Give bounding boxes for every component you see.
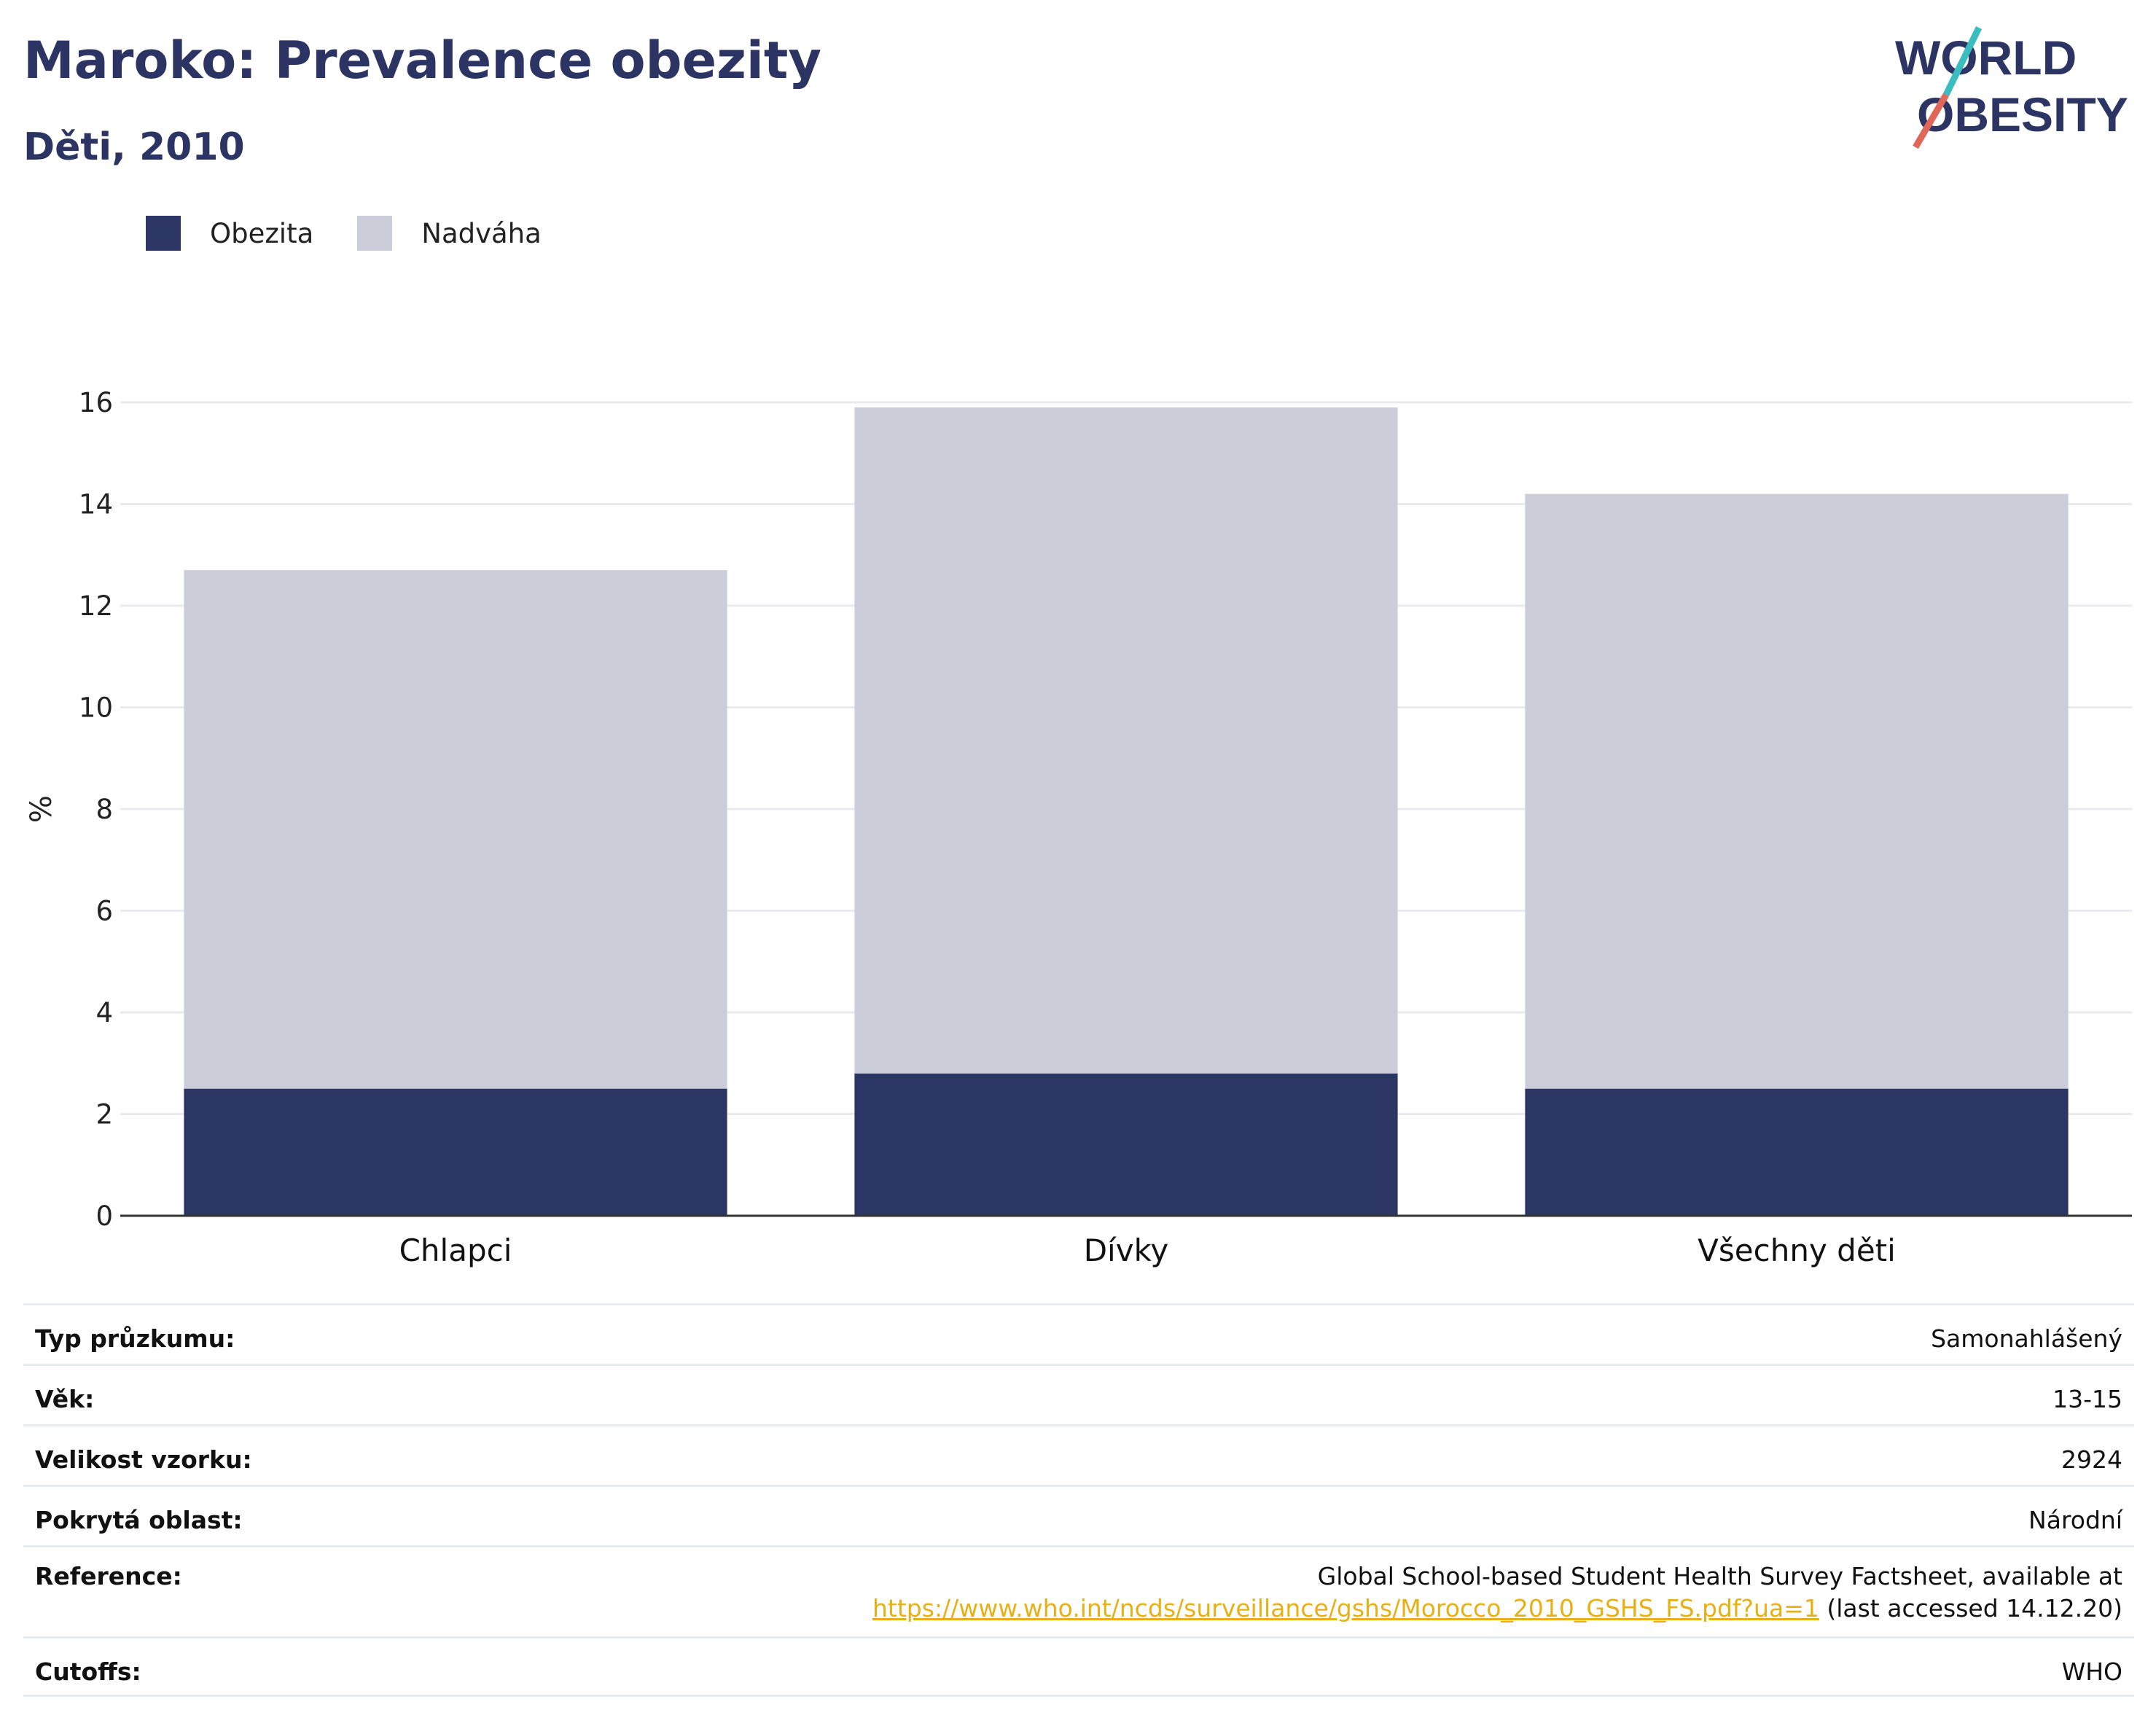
y-tick-label: 6: [95, 896, 113, 927]
bar-overweight-2: [854, 407, 1398, 1074]
legend-item-overweight[interactable]: Nadváha: [357, 216, 542, 251]
reference-suffix: (last accessed 14.12.20): [1819, 1594, 2122, 1622]
info-row-area: Pokrytá oblast: Národní: [23, 1485, 2134, 1545]
info-label: Typ průzkumu:: [35, 1324, 235, 1353]
bar-obesity-2: [854, 1073, 1398, 1216]
info-value: 2924: [2061, 1445, 2122, 1474]
y-tick-label: 12: [79, 590, 113, 622]
x-tick-label: Dívky: [1084, 1233, 1169, 1268]
chart-legend: Obezita Nadváha: [146, 216, 585, 251]
y-tick-label: 10: [79, 692, 113, 724]
bar-obesity-1: [184, 1088, 727, 1216]
reference-text: Global School-based Student Health Surve…: [1317, 1562, 2122, 1590]
logo-slash-red: [1913, 93, 1949, 149]
info-label: Pokrytá oblast:: [35, 1506, 243, 1534]
legend-item-obesity[interactable]: Obezita: [146, 216, 313, 251]
y-axis-label: %: [25, 795, 58, 823]
info-label: Věk:: [35, 1385, 95, 1413]
logo-line-2: OBESITY: [1917, 87, 2128, 141]
y-tick-label: 8: [95, 794, 113, 825]
info-row-cutoffs: Cutoffs: WHO: [23, 1636, 2134, 1697]
info-label: Cutoffs:: [35, 1657, 141, 1686]
y-tick-label: 16: [79, 387, 113, 418]
legend-swatch-overweight: [357, 216, 393, 251]
logo-line-1: WORLD: [1895, 31, 2077, 85]
x-tick-label: Všechny děti: [1698, 1233, 1896, 1268]
legend-label-overweight: Nadváha: [421, 217, 542, 249]
survey-info-table: Typ průzkumu: Samonahlášený Věk: 13-15 V…: [23, 1303, 2134, 1697]
world-obesity-logo: WORLD OBESITY: [1895, 26, 2128, 149]
stacked-bar-chart: 0 2 4 6 8 10 12 14 16% Chlapci Dívky Všechny děti: [25, 387, 2132, 1268]
legend-swatch-obesity: [146, 216, 181, 251]
bar-obesity-3: [1525, 1088, 2069, 1216]
y-tick-label: 14: [79, 489, 113, 520]
bar-overweight-3: [1525, 493, 2069, 1089]
info-row-sample-size: Velikost vzorku: 2924: [23, 1424, 2134, 1485]
info-value: WHO: [2061, 1657, 2122, 1686]
info-row-age: Věk: 13-15: [23, 1364, 2134, 1424]
x-tick-label: Chlapci: [399, 1233, 512, 1268]
bar-overweight-1: [184, 570, 727, 1089]
info-value: Samonahlášený: [1931, 1324, 2122, 1353]
info-value: 13-15: [2053, 1385, 2122, 1413]
reference-link[interactable]: https://www.who.int/ncds/surveillance/gs…: [872, 1594, 1819, 1622]
legend-label-obesity: Obezita: [210, 217, 314, 249]
logo-slash-teal: [1942, 26, 1983, 96]
info-row-reference: Reference: Global School-based Student H…: [23, 1545, 2134, 1636]
info-label: Reference:: [35, 1562, 182, 1590]
info-row-survey-type: Typ průzkumu: Samonahlášený: [23, 1303, 2134, 1364]
y-tick-label: 2: [95, 1099, 113, 1130]
info-label: Velikost vzorku:: [35, 1445, 252, 1474]
chart-title: Maroko: Prevalence obezity: [23, 31, 821, 90]
y-tick-label: 4: [95, 997, 113, 1028]
info-value: Národní: [2028, 1506, 2122, 1534]
info-value: Global School-based Student Health Surve…: [872, 1561, 2122, 1636]
chart-subtitle: Děti, 2010: [23, 125, 245, 169]
y-tick-label: 0: [95, 1200, 113, 1232]
